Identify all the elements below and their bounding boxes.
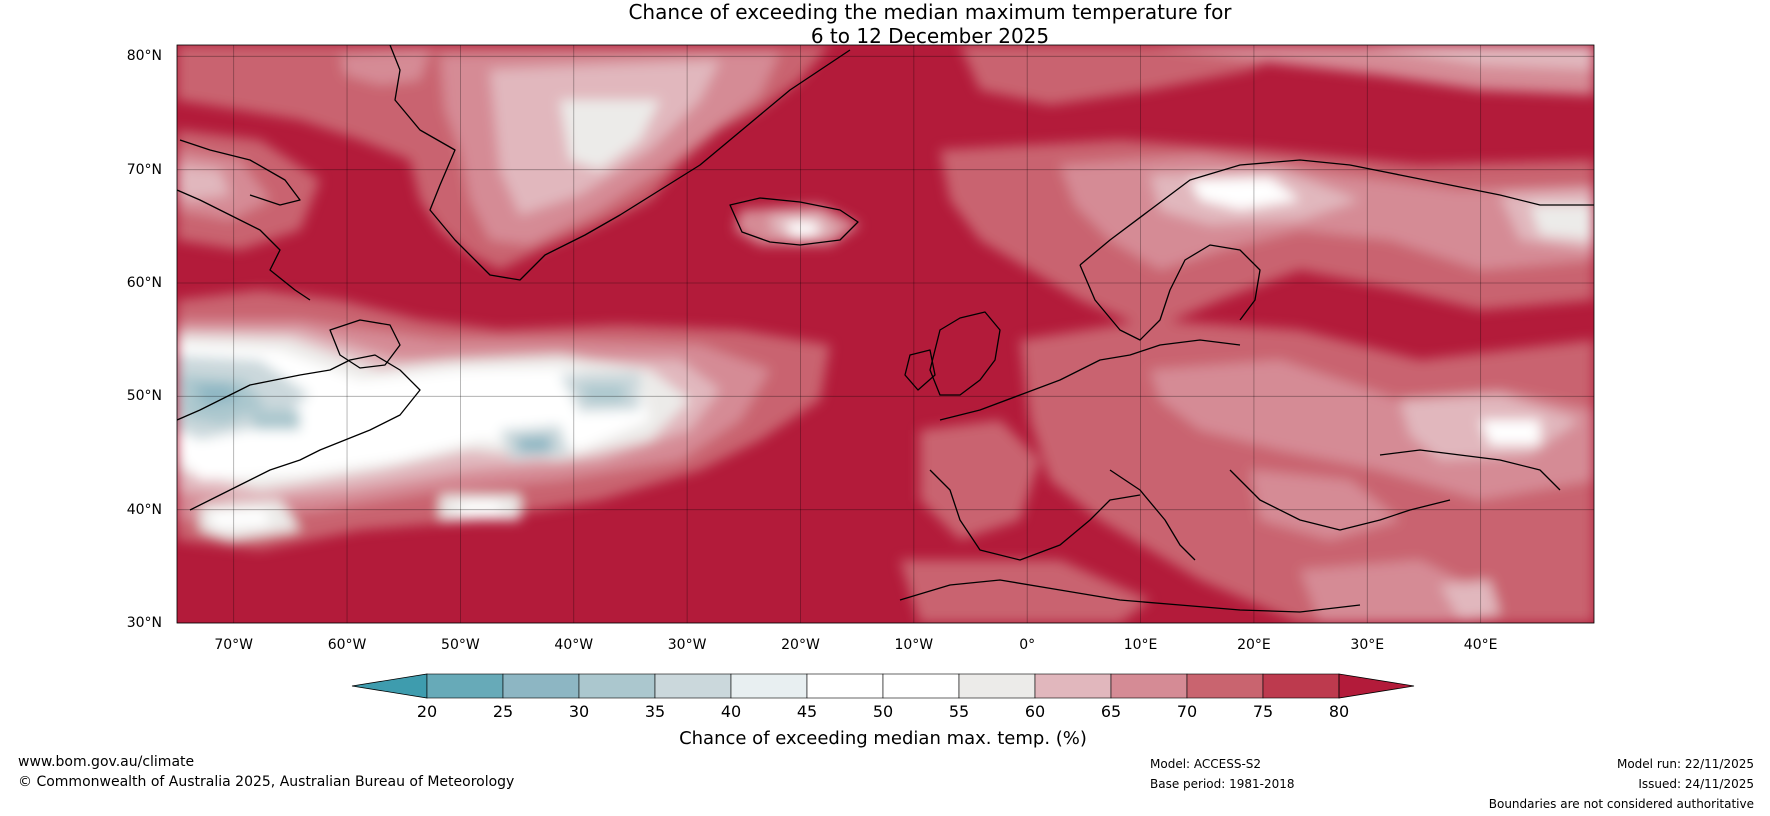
longitude-label: 40°W xyxy=(554,637,594,653)
colorbar-tick-label: 45 xyxy=(796,702,818,721)
colorbar-segment xyxy=(806,673,884,699)
colorbar-tick-label: 35 xyxy=(644,702,666,721)
colorbar-segment xyxy=(1262,673,1340,699)
colorbar-segment xyxy=(1110,673,1188,699)
colorbar-under-arrow xyxy=(351,673,428,699)
longitude-label: 10°W xyxy=(894,637,934,653)
colorbar-tick-label: 75 xyxy=(1252,702,1274,721)
colorbar-segment xyxy=(1186,673,1264,699)
longitude-label: 30°E xyxy=(1350,637,1385,653)
latitude-label: 80°N xyxy=(126,48,162,65)
colorbar-label: Chance of exceeding median max. temp. (%… xyxy=(679,728,1087,749)
longitude-label: 50°W xyxy=(441,637,480,653)
latitude-label: 70°N xyxy=(126,161,162,178)
longitude-label: 60°W xyxy=(327,637,367,653)
colorbar-tick-label: 55 xyxy=(948,702,970,721)
colorbar-tick-label: 70 xyxy=(1176,702,1198,721)
colorbar-segment xyxy=(882,673,960,699)
footer-base-period: Base period: 1981-2018 xyxy=(1150,777,1295,791)
map-title: Chance of exceeding the median maximum t… xyxy=(0,0,1770,48)
colorbar-tick-label: 20 xyxy=(416,702,438,721)
longitude-label: 30°W xyxy=(667,637,707,653)
colorbar-segment xyxy=(426,673,504,699)
colorbar-tick-label: 60 xyxy=(1024,702,1046,721)
colorbar-tick-label: 25 xyxy=(492,702,514,721)
footer-disclaimer: Boundaries are not considered authoritat… xyxy=(1488,797,1754,811)
colorbar-segment xyxy=(1034,673,1112,699)
colorbar-tick-label: 30 xyxy=(568,702,590,721)
footer-issued: Issued: 24/11/2025 xyxy=(1638,777,1754,791)
footer-copyright: © Commonwealth of Australia 2025, Austra… xyxy=(18,774,515,790)
latitude-label: 40°N xyxy=(126,501,162,518)
colorbar-tick-label: 40 xyxy=(720,702,742,721)
colorbar-tick-label: 80 xyxy=(1328,702,1350,721)
colorbar-segment xyxy=(578,673,656,699)
longitude-label: 0° xyxy=(1019,637,1036,653)
graticule xyxy=(177,45,1594,624)
longitude-label: 70°W xyxy=(214,637,253,653)
longitude-label: 40°E xyxy=(1463,637,1498,653)
longitude-label: 20°E xyxy=(1237,637,1271,653)
longitude-label: 10°E xyxy=(1123,637,1158,653)
colorbar xyxy=(351,673,1415,699)
colorbar-segment xyxy=(502,673,580,699)
colorbar-over-arrow xyxy=(1338,673,1415,699)
latitude-label: 60°N xyxy=(126,275,162,291)
footer-model-run: Model run: 22/11/2025 xyxy=(1616,757,1754,771)
footer-model: Model: ACCESS-S2 xyxy=(1150,757,1262,771)
map-title-line2: 6 to 12 December 2025 xyxy=(810,24,1050,48)
footer-url: www.bom.gov.au/climate xyxy=(18,754,195,770)
longitude-label: 20°W xyxy=(781,637,820,653)
colorbar-segment xyxy=(654,673,732,699)
colorbar-segment xyxy=(730,673,808,699)
latitude-label: 50°N xyxy=(126,388,162,405)
map-frame xyxy=(176,44,1595,624)
coastlines xyxy=(177,45,1594,613)
map-title-line1: Chance of exceeding the median maximum t… xyxy=(628,0,1232,24)
colorbar-tick-label: 50 xyxy=(872,702,894,721)
colorbar-segment xyxy=(958,673,1036,699)
colorbar-tick-label: 65 xyxy=(1100,702,1122,721)
latitude-label: 30°N xyxy=(126,615,162,631)
